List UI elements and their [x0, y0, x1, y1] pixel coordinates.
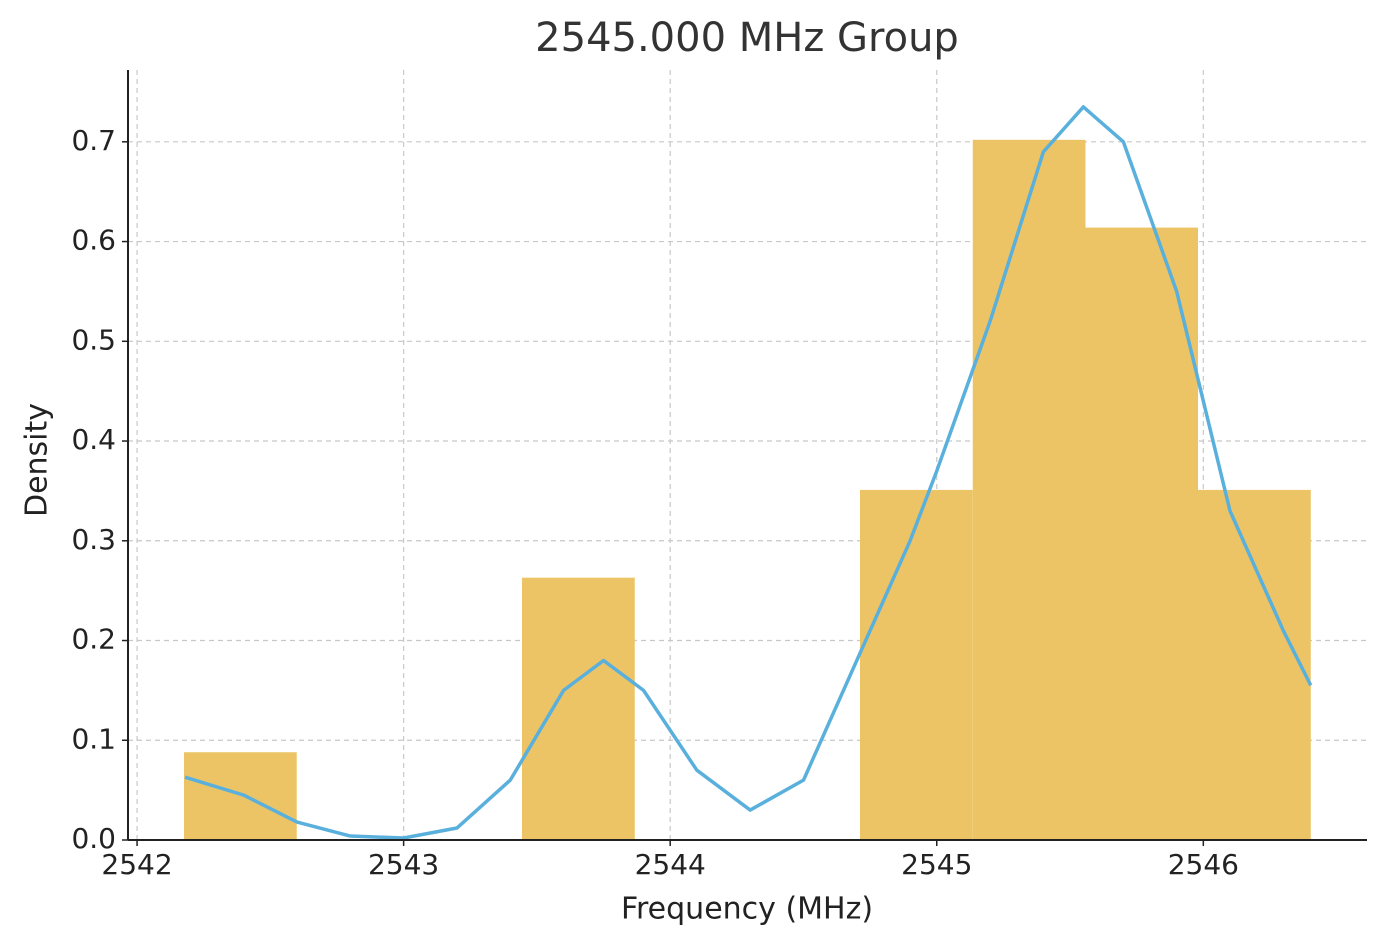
bar [183, 752, 297, 840]
bar [1197, 489, 1311, 840]
bar [1085, 227, 1198, 840]
x-axis-label: Frequency (MHz) [621, 892, 873, 927]
x-tick-label: 2542 [101, 848, 172, 881]
bar [972, 139, 1086, 840]
y-tick-label: 0.3 [71, 523, 116, 556]
y-tick-label: 0.5 [71, 323, 116, 356]
x-tick-label: 2546 [1168, 848, 1239, 881]
kde-line [184, 105, 1313, 840]
x-tick-label: 2545 [901, 848, 972, 881]
y-tick-label: 0.0 [71, 822, 116, 855]
x-tick-label: 2544 [635, 848, 706, 881]
y-axis-label: Density [20, 403, 55, 517]
y-tick-label: 0.2 [71, 623, 116, 656]
bar [859, 489, 973, 840]
y-tick-label: 0.6 [71, 224, 116, 257]
bar [521, 577, 635, 840]
y-tick-label: 0.4 [71, 423, 116, 456]
x-tick-label: 2543 [368, 848, 439, 881]
y-tick-label: 0.1 [71, 722, 116, 755]
y-tick-label: 0.7 [71, 124, 116, 157]
chart-title: 2545.000 MHz Group [535, 15, 959, 61]
